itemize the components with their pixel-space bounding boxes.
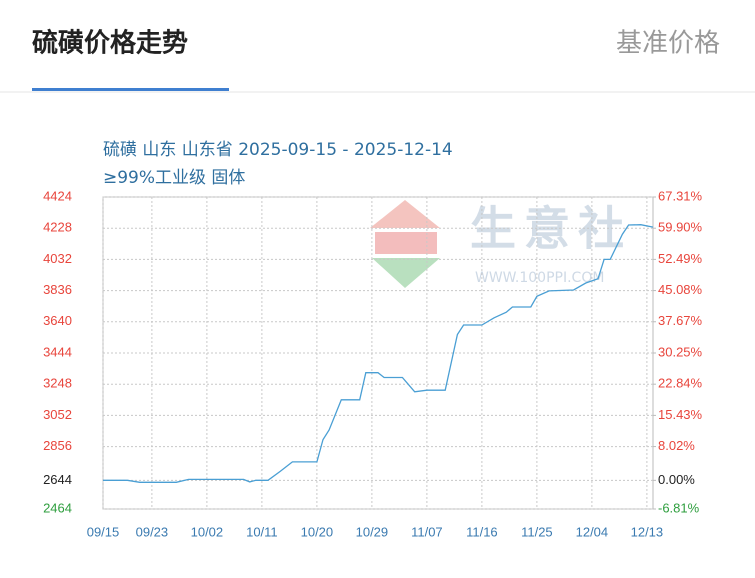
y2-tick-label: 15.43% bbox=[658, 407, 703, 422]
y-tick-label: 3836 bbox=[43, 282, 72, 297]
y-tick-label: 3248 bbox=[43, 376, 72, 391]
y-tick-label: 4228 bbox=[43, 220, 72, 235]
y-tick-label: 3052 bbox=[43, 407, 72, 422]
y-tick-label: 2644 bbox=[43, 472, 72, 487]
x-tick-label: 10/29 bbox=[356, 524, 389, 539]
x-tick-label: 10/20 bbox=[301, 524, 334, 539]
x-tick-label: 11/16 bbox=[466, 524, 498, 539]
y2-tick-label: -6.81% bbox=[658, 500, 700, 515]
x-tick-label: 09/23 bbox=[136, 524, 169, 539]
y2-tick-label: 8.02% bbox=[658, 438, 695, 453]
x-tick-label: 11/07 bbox=[411, 524, 443, 539]
y2-tick-label: 37.67% bbox=[658, 313, 703, 328]
x-tick-label: 11/25 bbox=[521, 524, 553, 539]
chart-subtitle: ≥99%工业级 固体 bbox=[103, 168, 245, 188]
chart-title: 硫磺 山东 山东省 2025-09-15 - 2025-12-14 bbox=[103, 140, 453, 160]
watermark-logo bbox=[370, 200, 440, 288]
y2-tick-label: 67.31% bbox=[658, 188, 703, 203]
tab-underline bbox=[32, 88, 229, 91]
y2-tick-label: 52.49% bbox=[658, 251, 703, 266]
y-tick-label: 4032 bbox=[43, 251, 72, 266]
x-tick-label: 12/04 bbox=[576, 524, 609, 539]
tab-active[interactable]: 硫磺价格走势 bbox=[32, 28, 188, 59]
watermark-url: WWW.100PPI.COM bbox=[475, 270, 604, 286]
y2-tick-label: 22.84% bbox=[658, 376, 703, 391]
y2-tick-label: 0.00% bbox=[658, 472, 695, 487]
y-tick-label: 4424 bbox=[43, 188, 72, 203]
x-tick-label: 10/11 bbox=[246, 524, 278, 539]
x-tick-label: 10/02 bbox=[191, 524, 224, 539]
y-tick-label: 3640 bbox=[43, 313, 72, 328]
y2-tick-label: 30.25% bbox=[658, 344, 703, 359]
price-line bbox=[103, 224, 654, 483]
x-tick-label: 12/13 bbox=[631, 524, 664, 539]
y-tick-label: 2856 bbox=[43, 438, 72, 453]
y-tick-label: 2464 bbox=[43, 500, 72, 515]
tab[interactable]: 基准价格 bbox=[616, 29, 720, 59]
x-tick-label: 09/15 bbox=[87, 524, 120, 539]
y2-tick-label: 45.08% bbox=[658, 282, 703, 297]
y-tick-label: 3444 bbox=[43, 344, 72, 359]
y2-tick-label: 59.90% bbox=[658, 220, 703, 235]
